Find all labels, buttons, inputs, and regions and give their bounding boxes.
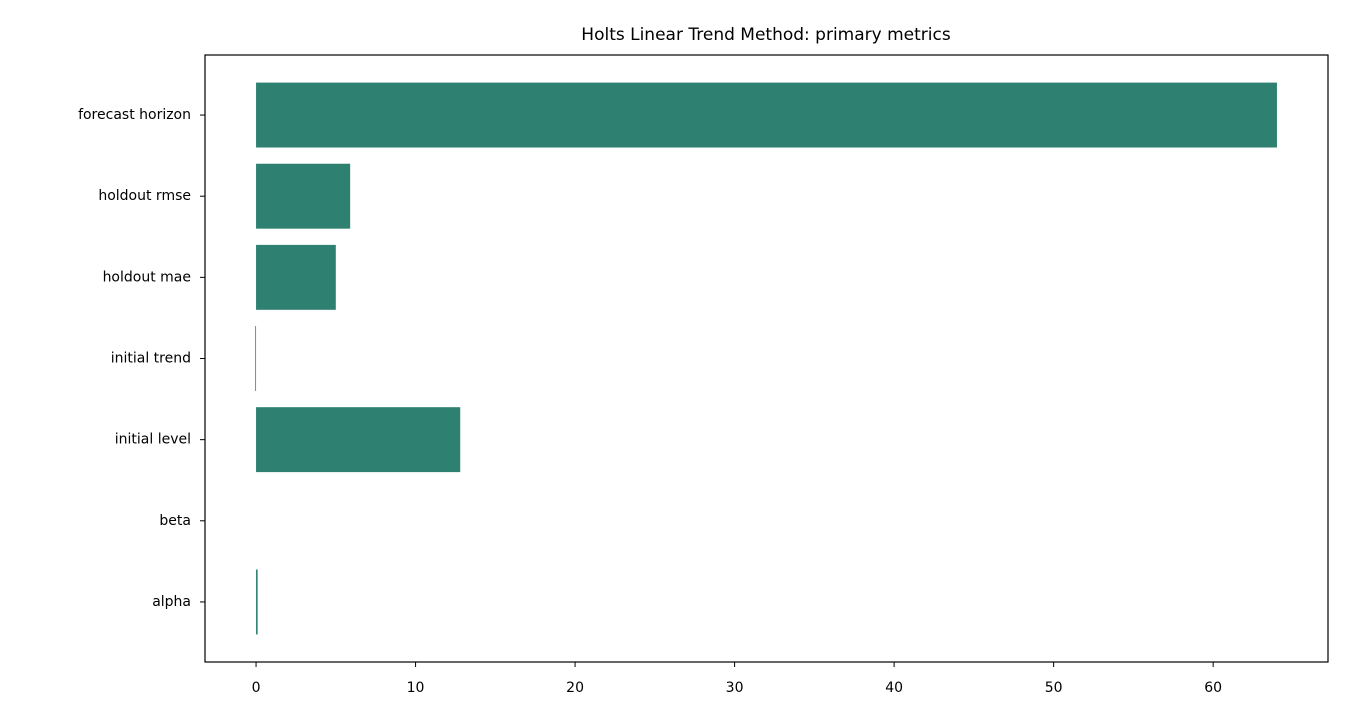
bar (256, 82, 1277, 148)
y-tick-label: forecast horizon (78, 107, 191, 123)
x-tick-label: 0 (252, 680, 261, 696)
y-tick-label: beta (159, 513, 191, 529)
bar (256, 407, 461, 473)
x-tick-label: 30 (726, 680, 744, 696)
x-tick-label: 20 (566, 680, 584, 696)
x-tick-label: 60 (1204, 680, 1222, 696)
y-tick-label: initial level (115, 432, 191, 448)
y-tick-label: initial trend (111, 351, 191, 367)
bar (256, 244, 336, 310)
chart-title: Holts Linear Trend Method: primary metri… (581, 25, 951, 45)
x-tick-label: 50 (1045, 680, 1063, 696)
y-tick-label: holdout mae (103, 269, 191, 285)
bar (256, 163, 351, 229)
bar (255, 326, 257, 391)
x-tick-label: 10 (407, 680, 425, 696)
y-tick-label: alpha (152, 594, 191, 610)
bar (256, 569, 258, 635)
y-tick-label: holdout rmse (98, 188, 191, 204)
x-tick-label: 40 (885, 680, 903, 696)
